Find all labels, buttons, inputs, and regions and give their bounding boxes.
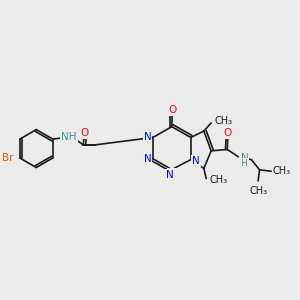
Text: NH: NH [61,132,76,142]
Text: N: N [144,133,152,142]
Text: N: N [192,156,200,166]
Text: O: O [80,128,88,138]
Text: CH₃: CH₃ [273,166,291,176]
Text: N: N [167,170,174,180]
Text: N: N [168,169,176,179]
Text: H: H [241,159,248,168]
Text: N: N [144,154,152,164]
Text: O: O [168,105,176,115]
Text: Br: Br [2,153,14,163]
Text: O: O [224,128,232,138]
Text: CH₃: CH₃ [210,175,228,185]
Text: CH₃: CH₃ [249,186,267,196]
Text: N: N [241,153,248,163]
Text: CH₃: CH₃ [215,116,233,126]
